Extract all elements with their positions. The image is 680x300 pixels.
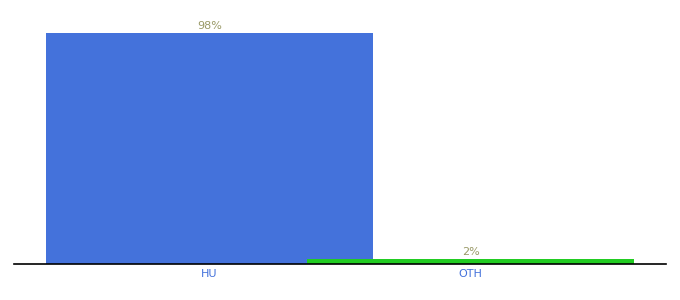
Bar bbox=[46, 33, 373, 264]
Bar bbox=[307, 259, 634, 264]
Text: 2%: 2% bbox=[462, 248, 479, 257]
Text: 98%: 98% bbox=[197, 21, 222, 31]
